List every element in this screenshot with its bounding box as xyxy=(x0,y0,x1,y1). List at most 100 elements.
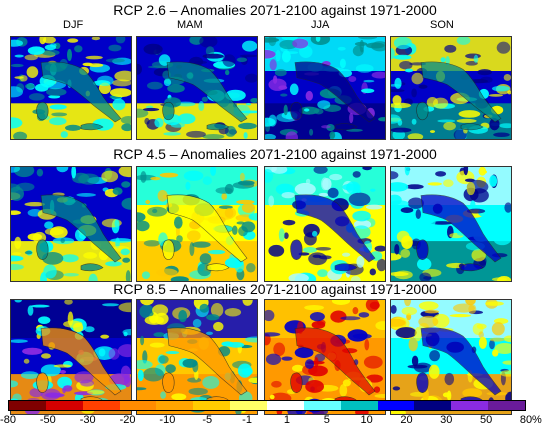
map-anomaly-patch xyxy=(489,118,500,131)
map-anomaly-patch xyxy=(321,125,331,129)
map-anomaly-patch xyxy=(466,182,476,196)
map-anomaly-patch xyxy=(289,83,299,96)
map-anomaly-patch xyxy=(302,246,318,253)
map-anomaly-patch xyxy=(362,167,372,171)
map-anomaly-patch xyxy=(239,110,257,114)
map-anomaly-patch xyxy=(11,117,23,129)
map-anomaly-patch xyxy=(442,392,451,398)
map-anomaly-patch xyxy=(470,200,476,211)
map-anomaly-patch xyxy=(342,183,360,191)
map-anomaly-patch xyxy=(141,271,151,280)
anomaly-map xyxy=(11,37,131,139)
map-anomaly-patch xyxy=(121,123,131,132)
map-anomaly-patch xyxy=(117,344,131,358)
map-anomaly-patch xyxy=(76,193,96,197)
season-label-mam: MAM xyxy=(177,19,203,31)
row-title-rcp26: RCP 2.6 – Anomalies 2071-2100 against 19… xyxy=(113,2,437,18)
map-anomaly-patch xyxy=(143,107,160,112)
sardinia-outline xyxy=(290,372,303,393)
map-anomaly-patch xyxy=(80,379,94,387)
map-anomaly-patch xyxy=(152,208,158,214)
map-anomaly-patch xyxy=(265,49,276,59)
map-anomaly-patch xyxy=(304,304,324,311)
italy-outline xyxy=(40,194,122,263)
sicily-outline xyxy=(206,263,230,272)
colorbar-tick-label: -80 xyxy=(0,414,16,426)
map-anomaly-patch xyxy=(265,309,275,322)
map-anomaly-patch xyxy=(25,83,35,89)
map-anomaly-patch xyxy=(41,353,51,359)
colorbar-tick-label: 1 xyxy=(283,414,290,426)
map-anomaly-patch xyxy=(91,37,101,41)
map-anomaly-patch xyxy=(315,246,332,251)
map-anomaly-patch xyxy=(177,113,196,125)
sardinia-outline xyxy=(36,239,49,260)
colorbar-tick-label: -5 xyxy=(202,414,213,426)
sicily-outline xyxy=(460,123,484,131)
map-anomaly-patch xyxy=(415,209,421,220)
map-anomaly-patch xyxy=(358,312,370,318)
map-anomaly-patch xyxy=(458,110,481,118)
map-anomaly-patch xyxy=(120,365,131,379)
map-anomaly-patch xyxy=(378,117,385,122)
map-anomaly-patch xyxy=(38,316,51,324)
sardinia-outline xyxy=(162,239,175,260)
sardinia-outline xyxy=(290,102,303,121)
map-anomaly-patch xyxy=(427,182,442,186)
map-anomaly-patch xyxy=(283,104,288,116)
sardinia-outline xyxy=(162,372,175,393)
sicily-outline xyxy=(334,263,358,272)
map-anomaly-patch xyxy=(85,55,103,60)
map-anomaly-patch xyxy=(265,133,276,139)
map-anomaly-patch xyxy=(105,261,122,267)
map-anomaly-patch xyxy=(502,360,511,365)
sardinia-outline xyxy=(416,372,429,393)
map-anomaly-patch xyxy=(11,63,24,68)
map-anomaly-patch xyxy=(489,339,495,350)
map-anomaly-patch xyxy=(49,104,67,110)
map-anomaly-patch xyxy=(156,268,178,277)
map-anomaly-patch xyxy=(84,326,95,333)
map-anomaly-patch xyxy=(243,132,248,139)
map-anomaly-patch xyxy=(456,37,471,45)
anomaly-map xyxy=(265,300,385,414)
map-anomaly-patch xyxy=(356,189,362,193)
map-anomaly-patch xyxy=(102,303,119,307)
map-anomaly-patch xyxy=(391,304,397,314)
map-anomaly-patch xyxy=(210,167,217,177)
map-anomaly-patch xyxy=(373,386,381,393)
map-anomaly-patch xyxy=(192,241,211,248)
map-anomaly-patch xyxy=(121,181,131,188)
map-anomaly-patch xyxy=(110,238,131,243)
map-anomaly-patch xyxy=(292,364,304,372)
map-anomaly-patch xyxy=(275,49,281,62)
map-anomaly-patch xyxy=(232,225,238,236)
map-anomaly-patch xyxy=(280,93,288,97)
map-anomaly-patch xyxy=(150,176,161,181)
map-anomaly-patch xyxy=(478,331,484,339)
map-anomaly-patch xyxy=(485,301,504,306)
map-anomaly-patch xyxy=(405,184,424,190)
map-anomaly-patch xyxy=(494,342,511,354)
map-anomaly-patch xyxy=(391,84,402,87)
map-anomaly-patch xyxy=(468,304,477,314)
map-anomaly-patch xyxy=(278,228,285,242)
map-anomaly-patch xyxy=(167,84,185,93)
map-anomaly-patch xyxy=(239,172,245,182)
map-anomaly-patch xyxy=(356,255,365,268)
map-anomaly-patch xyxy=(165,351,180,355)
map-anomaly-patch xyxy=(98,348,106,357)
anomaly-map xyxy=(265,37,385,139)
map-anomaly-patch xyxy=(120,248,130,256)
map-anomaly-patch xyxy=(376,258,385,272)
map-anomaly-patch xyxy=(407,364,428,369)
map-anomaly-patch xyxy=(268,37,277,47)
map-anomaly-patch xyxy=(137,369,144,382)
map-anomaly-patch xyxy=(199,253,212,265)
map-anomaly-patch xyxy=(471,248,486,262)
colorbar-tick-label: 50 xyxy=(480,414,493,426)
map-anomaly-patch xyxy=(369,268,376,276)
map-anomaly-patch xyxy=(56,167,69,173)
map-anomaly-patch xyxy=(115,37,126,44)
map-anomaly-patch xyxy=(444,44,457,53)
